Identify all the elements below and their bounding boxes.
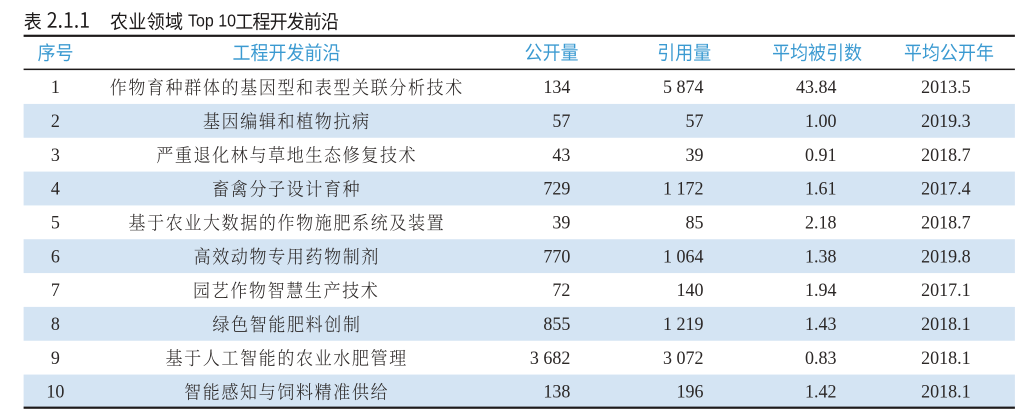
svg-text:6: 6 [51, 246, 60, 268]
svg-text:134: 134 [543, 77, 571, 99]
svg-text:855: 855 [543, 313, 570, 335]
svg-text:43: 43 [552, 144, 570, 166]
svg-text:1.42: 1.42 [805, 381, 836, 403]
svg-text:2018.1: 2018.1 [921, 381, 970, 403]
svg-text:1: 1 [51, 77, 60, 99]
svg-text:140: 140 [677, 280, 704, 302]
svg-text:10: 10 [46, 381, 64, 403]
svg-text:1 064: 1 064 [663, 246, 704, 268]
svg-text:2018.7: 2018.7 [921, 212, 970, 234]
svg-text:1.43: 1.43 [805, 313, 836, 335]
svg-text:1.94: 1.94 [805, 280, 837, 302]
svg-text:0.83: 0.83 [805, 347, 836, 369]
svg-text:5: 5 [51, 212, 60, 234]
svg-text:2017.4: 2017.4 [921, 178, 971, 200]
svg-text:57: 57 [686, 110, 704, 132]
svg-text:3 072: 3 072 [663, 347, 703, 369]
svg-text:138: 138 [543, 381, 570, 403]
svg-text:72: 72 [552, 280, 570, 302]
svg-text:3 682: 3 682 [530, 347, 570, 369]
svg-text:39: 39 [552, 212, 570, 234]
svg-text:2018.1: 2018.1 [921, 313, 970, 335]
svg-text:8: 8 [51, 313, 60, 335]
svg-text:4: 4 [51, 178, 61, 200]
svg-text:3: 3 [51, 144, 60, 166]
svg-text:2: 2 [51, 110, 60, 132]
svg-text:196: 196 [677, 381, 704, 403]
svg-text:1.61: 1.61 [805, 178, 836, 200]
svg-text:1 172: 1 172 [663, 178, 703, 200]
svg-text:1 219: 1 219 [663, 313, 703, 335]
svg-text:2013.5: 2013.5 [921, 77, 970, 99]
svg-text:2019.8: 2019.8 [921, 246, 970, 268]
svg-text:1.00: 1.00 [805, 110, 836, 132]
svg-text:1.38: 1.38 [805, 246, 836, 268]
svg-text:7: 7 [51, 280, 60, 302]
svg-text:2017.1: 2017.1 [921, 280, 970, 302]
svg-text:9: 9 [51, 347, 60, 369]
svg-text:85: 85 [686, 212, 704, 234]
svg-text:5 874: 5 874 [663, 77, 704, 99]
svg-text:2.18: 2.18 [805, 212, 836, 234]
svg-text:2019.3: 2019.3 [921, 110, 970, 132]
svg-text:57: 57 [552, 110, 570, 132]
svg-text:43.84: 43.84 [796, 77, 837, 99]
svg-text:Top 10: Top 10 [188, 11, 236, 31]
svg-text:2018.7: 2018.7 [921, 144, 970, 166]
svg-text:729: 729 [543, 178, 570, 200]
svg-text:770: 770 [543, 246, 570, 268]
svg-text:0.91: 0.91 [805, 144, 836, 166]
svg-text:2018.1: 2018.1 [921, 347, 970, 369]
svg-text:39: 39 [686, 144, 704, 166]
